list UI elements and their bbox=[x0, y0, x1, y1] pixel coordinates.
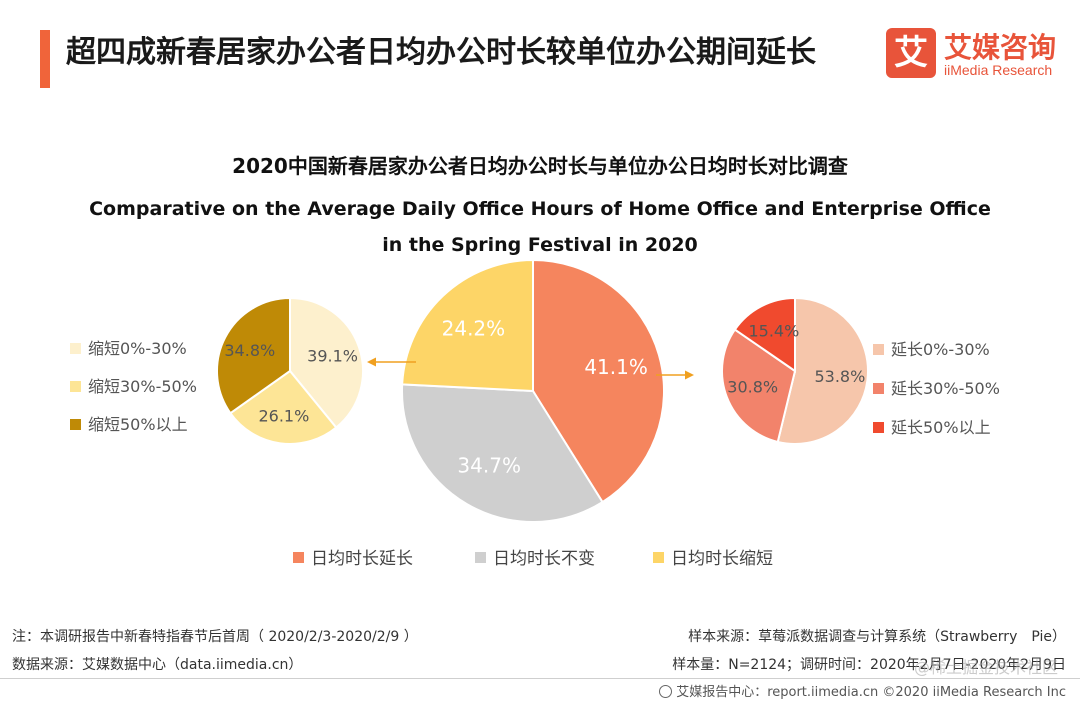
left-label-2: 34.8% bbox=[224, 341, 275, 360]
footer-credit-text: 艾媒报告中心：report.iimedia.cn ©2020 iiMedia R… bbox=[676, 685, 1066, 700]
left-legend-swatch-1 bbox=[70, 381, 81, 392]
left-legend-label-2: 缩短50%以上 bbox=[88, 415, 188, 434]
left-legend-swatch-0 bbox=[70, 343, 81, 354]
main-slice-2 bbox=[401, 258, 534, 393]
left-legend-label-0: 缩短0%-30% bbox=[88, 339, 187, 358]
right-arrow-head bbox=[685, 370, 694, 380]
footer-note: 注：本调研报告中新春特指春节后首周（ 2020/2/3-2020/2/9 ） bbox=[12, 629, 418, 645]
left-legend-label-1: 缩短30%-50% bbox=[88, 377, 197, 396]
main-label-1: 34.7% bbox=[457, 454, 521, 478]
main-legend-swatch-1 bbox=[475, 552, 486, 563]
right-legend-label-0: 延长0%-30% bbox=[891, 340, 990, 359]
left-arrow-head bbox=[367, 357, 376, 367]
main-legend-label-0: 日均时长延长 bbox=[311, 549, 413, 569]
chart-title: 2020中国新春居家办公者日均办公时长与单位办公日均时长对比调查 bbox=[232, 154, 848, 178]
left-slice-0 bbox=[289, 296, 364, 429]
main-legend-swatch-0 bbox=[293, 552, 304, 563]
iimedia-logo: 艾 艾媒咨询 iiMedia Research bbox=[886, 24, 1066, 82]
main-legend-label-1: 日均时长不变 bbox=[493, 549, 595, 569]
footer-sample-source: 样本来源：草莓派数据调查与计算系统（Strawberry Pie） bbox=[688, 629, 1066, 645]
right-legend-swatch-0 bbox=[873, 344, 884, 355]
left-slice-2 bbox=[216, 296, 291, 415]
main-legend-swatch-2 bbox=[653, 552, 664, 563]
right-label-1: 30.8% bbox=[727, 378, 778, 397]
logo-name-cn: 艾媒咨询 bbox=[944, 31, 1057, 64]
main-legend-label-2: 日均时长缩短 bbox=[671, 549, 773, 569]
globe-icon bbox=[659, 685, 673, 698]
footer-divider bbox=[0, 678, 1080, 679]
main-label-0: 41.1% bbox=[584, 355, 648, 379]
right-slice-1 bbox=[721, 328, 797, 444]
main-label-2: 24.2% bbox=[442, 316, 506, 340]
right-legend-label-1: 延长30%-50% bbox=[891, 379, 1000, 398]
watermark: @稀土掘金技术社区 bbox=[913, 658, 1058, 677]
right-legend-swatch-1 bbox=[873, 383, 884, 394]
logo-name-en: iiMedia Research bbox=[944, 62, 1053, 78]
left-label-1: 26.1% bbox=[258, 406, 309, 425]
right-legend-swatch-2 bbox=[873, 422, 884, 433]
main-slice-1 bbox=[401, 383, 604, 523]
footer-credit: 艾媒报告中心：report.iimedia.cn ©2020 iiMedia R… bbox=[659, 681, 1066, 700]
chart-subtitle-line2: in the Spring Festival in 2020 bbox=[382, 234, 698, 256]
chart-subtitle-line1: Comparative on the Average Daily Office … bbox=[89, 198, 991, 220]
right-label-2: 15.4% bbox=[748, 322, 799, 341]
left-slice-1 bbox=[229, 369, 338, 445]
right-legend-label-2: 延长50%以上 bbox=[891, 418, 991, 437]
footer-sample-size: 样本量：N=2124；调研时间：2020年2月7日-2020年2月9日 bbox=[672, 657, 1066, 673]
logo-mark: 艾 bbox=[886, 28, 936, 78]
right-label-0: 53.8% bbox=[814, 367, 865, 386]
right-slice-2 bbox=[733, 296, 796, 373]
left-legend-swatch-2 bbox=[70, 419, 81, 430]
right-slice-0 bbox=[776, 296, 869, 445]
page-title: 超四成新春居家办公者日均办公时长较单位办公期间延长 bbox=[66, 35, 816, 70]
left-label-0: 39.1% bbox=[307, 346, 358, 365]
footer-data-source: 数据来源：艾媒数据中心（data.iimedia.cn） bbox=[12, 657, 303, 673]
title-accent-bar bbox=[40, 30, 50, 88]
